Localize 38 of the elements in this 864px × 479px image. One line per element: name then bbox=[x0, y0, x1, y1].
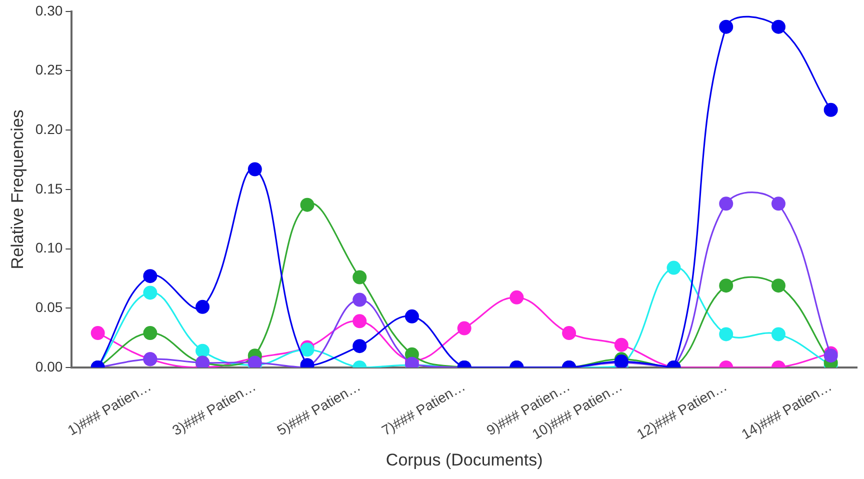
point bbox=[457, 321, 472, 336]
point bbox=[143, 269, 158, 284]
point bbox=[352, 292, 367, 307]
point bbox=[248, 162, 262, 176]
point bbox=[562, 326, 576, 340]
point bbox=[510, 290, 524, 304]
point bbox=[771, 20, 786, 34]
y-tick-label: 0.30 bbox=[35, 2, 63, 18]
y-axis-title: Relative Frequencies bbox=[8, 110, 27, 270]
point bbox=[719, 20, 734, 34]
point bbox=[300, 342, 314, 357]
point bbox=[352, 339, 367, 354]
y-tick-label: 0.05 bbox=[35, 298, 63, 315]
point bbox=[143, 286, 158, 300]
point bbox=[404, 309, 419, 324]
point bbox=[614, 338, 628, 352]
point bbox=[90, 326, 105, 340]
point bbox=[719, 327, 734, 342]
point bbox=[352, 314, 367, 328]
y-tick-label: 0.10 bbox=[35, 240, 63, 256]
point bbox=[719, 278, 734, 293]
point bbox=[143, 326, 158, 340]
point bbox=[196, 344, 210, 358]
point bbox=[771, 196, 786, 211]
y-tick-label: 0.15 bbox=[35, 180, 63, 196]
point bbox=[771, 278, 786, 293]
point bbox=[719, 196, 734, 211]
y-tick-label: 0.00 bbox=[35, 358, 63, 374]
point bbox=[352, 270, 367, 284]
y-tick-label: 0.25 bbox=[35, 62, 63, 78]
point bbox=[666, 260, 681, 275]
point bbox=[771, 327, 786, 342]
point bbox=[300, 198, 314, 212]
point bbox=[196, 300, 210, 314]
point bbox=[824, 102, 838, 117]
point bbox=[824, 348, 838, 363]
y-tick-label: 0.20 bbox=[35, 120, 63, 137]
x-axis-title: Corpus (Documents) bbox=[386, 450, 543, 470]
